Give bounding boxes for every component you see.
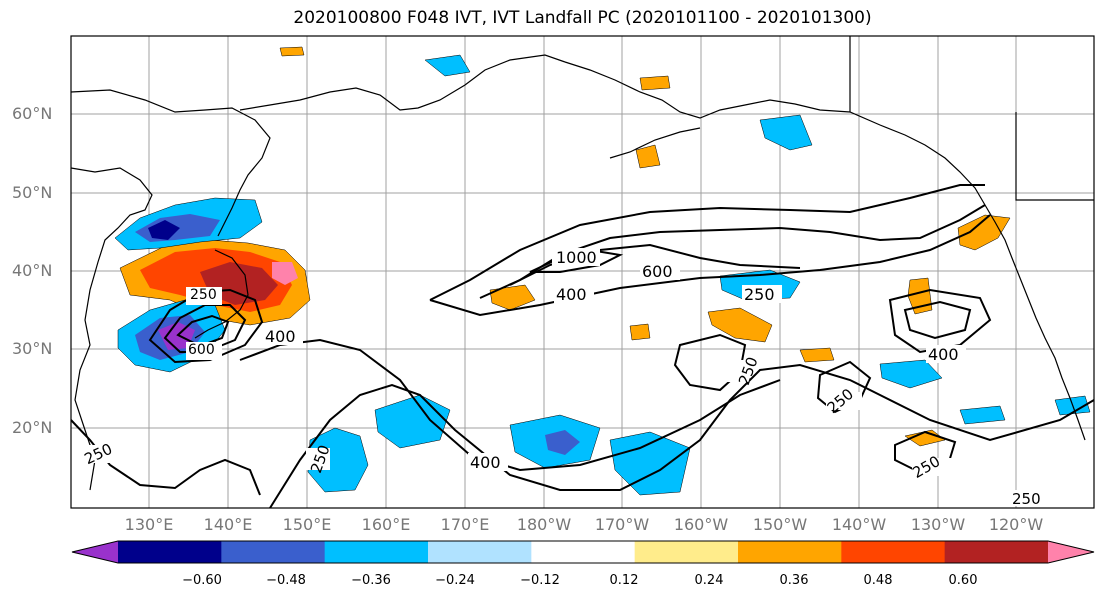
contour-250-jet [429, 184, 985, 301]
colorbar-bin-7 [738, 541, 842, 563]
contour-label-1000: 1000 [556, 248, 597, 267]
lon-label-180w: 180°W [516, 515, 572, 534]
lat-label-50n: 50°N [12, 183, 53, 202]
colorbar-tick-10: 0.60 [948, 573, 978, 588]
pc-positive-patch-6 [635, 144, 661, 169]
colorbar-bin-4 [428, 541, 532, 563]
pc-positive-patch-7 [639, 75, 671, 91]
colorbar-bin-6 [634, 541, 739, 563]
map-frame [70, 35, 1095, 509]
pc-peak-negative-north [148, 220, 180, 240]
contour-label-250-h: 250 [190, 287, 217, 303]
pc-positive-patch-3 [799, 347, 835, 363]
lon-label-140w: 140°W [831, 515, 887, 534]
colorbar-bin-5 [531, 541, 636, 563]
contour-label-400-d: 400 [470, 453, 501, 472]
lon-label-150w: 150°W [752, 515, 808, 534]
pc-positive-patch-10 [279, 46, 305, 57]
colorbar-bin-9 [944, 541, 1049, 563]
pc-positive-patch-2 [707, 307, 773, 343]
lon-label-140e: 140°E [203, 515, 253, 534]
lon-label-120w: 120°W [988, 515, 1044, 534]
lon-label-160e: 160°E [361, 515, 411, 534]
lon-label-160w: 160°W [673, 515, 729, 534]
contour-600-jet [509, 243, 801, 286]
colorbar-tick-9: 0.48 [863, 573, 893, 588]
colorbar [71, 540, 1095, 564]
lat-label-40n: 40°N [12, 261, 53, 280]
border-canada [849, 36, 1094, 201]
pc-negative-patch-5 [609, 431, 691, 496]
coast-alaska [564, 61, 1086, 441]
colorbar-extend-high [1048, 541, 1094, 563]
contour-label-600-b: 600 [188, 342, 215, 358]
lon-label-170w: 170°W [594, 515, 650, 534]
colorbar-tick-5: −0.12 [520, 573, 560, 588]
colorbar-tick-3: −0.36 [351, 573, 391, 588]
lat-label-30n: 30°N [12, 339, 53, 358]
lat-label-20n: 20°N [12, 418, 53, 437]
pc-negative-patch-4 [545, 430, 580, 455]
coast-kamchatka [239, 54, 566, 111]
contour-label-600-a: 600 [642, 262, 673, 281]
coastlines [70, 36, 1094, 491]
contour-label-250-f: 250 [1012, 490, 1041, 508]
contour-label-400-b: 400 [265, 327, 296, 346]
contour-east-ring [888, 288, 992, 354]
coast-japan [194, 249, 249, 339]
coast-aleutians [609, 127, 701, 159]
pc-positive-patch-9 [629, 323, 651, 341]
colorbar-tick-6: 0.12 [609, 573, 639, 588]
contour-250-jet-lower [429, 214, 991, 317]
colorbar-bin-2 [221, 541, 326, 563]
contour-east-ring-inner [903, 300, 972, 340]
colorbar-bin-1 [118, 541, 222, 563]
pc-negative-patch-8 [759, 114, 813, 151]
colorbar-bin-3 [324, 541, 429, 563]
contour-japan-ring-1 [148, 288, 264, 364]
colorbar-outline [71, 540, 1095, 564]
coast-asia [70, 167, 153, 491]
pc-max-positive-japan [272, 262, 298, 285]
coast-siberia [70, 89, 271, 237]
contour-label-250-a: 250 [744, 285, 775, 304]
colorbar-bin-8 [841, 541, 946, 563]
pc-positive-patch-1 [489, 284, 536, 311]
contour-250-south [269, 363, 1095, 509]
lon-label-130w: 130°W [910, 515, 966, 534]
figure-title: 2020100800 F048 IVT, IVT Landfall PC (20… [293, 8, 872, 28]
colorbar-tick-1: −0.60 [182, 573, 222, 588]
colorbar-tick-2: −0.48 [266, 573, 306, 588]
colorbar-tick-4: −0.24 [435, 573, 475, 588]
lat-label-60n: 60°N [12, 104, 53, 123]
contour-label-400-c: 400 [928, 345, 959, 364]
pc-negative-patch-9 [424, 54, 471, 77]
pc-positive-patch-4 [957, 214, 1011, 251]
colorbar-tick-8: 0.36 [779, 573, 809, 588]
pc-negative-patch-7 [879, 359, 943, 389]
pc-negative-patch-1 [307, 427, 369, 493]
lon-label-170e: 170°E [440, 515, 490, 534]
contour-label-bg [82, 248, 1052, 506]
contour-label-400-a: 400 [556, 285, 587, 304]
lon-label-130e: 130°E [124, 515, 174, 534]
pc-negative-patch-11 [959, 405, 1006, 425]
lon-label-150e: 150°E [282, 515, 332, 534]
colorbar-tick-7: 0.24 [694, 573, 724, 588]
colorbar-extend-low [72, 541, 118, 563]
